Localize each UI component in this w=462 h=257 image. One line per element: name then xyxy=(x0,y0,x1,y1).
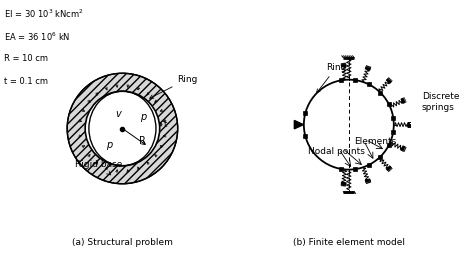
Text: p: p xyxy=(140,112,146,122)
Text: Nodal points: Nodal points xyxy=(308,147,365,156)
Text: (b) Finite element model: (b) Finite element model xyxy=(293,238,405,247)
Text: R: R xyxy=(139,136,146,146)
Text: (a) Structural problem: (a) Structural problem xyxy=(72,238,173,247)
Text: t: t xyxy=(164,120,167,129)
Polygon shape xyxy=(294,121,304,129)
Text: EA = 36 10$^6$ kN: EA = 36 10$^6$ kN xyxy=(4,31,70,43)
Text: R = 10 cm: R = 10 cm xyxy=(4,54,48,63)
Text: Elements: Elements xyxy=(354,137,396,146)
Text: t = 0.1 cm: t = 0.1 cm xyxy=(4,77,48,86)
Text: p: p xyxy=(106,140,113,150)
Text: Rigid base: Rigid base xyxy=(75,160,123,175)
Text: Discrete
springs: Discrete springs xyxy=(422,93,459,112)
Circle shape xyxy=(67,73,178,184)
Text: Ring: Ring xyxy=(150,75,198,98)
Text: EI = 30 10$^3$ kNcm$^2$: EI = 30 10$^3$ kNcm$^2$ xyxy=(4,8,84,20)
Text: v: v xyxy=(116,109,122,118)
Text: Ring: Ring xyxy=(316,63,346,93)
Circle shape xyxy=(85,91,160,166)
